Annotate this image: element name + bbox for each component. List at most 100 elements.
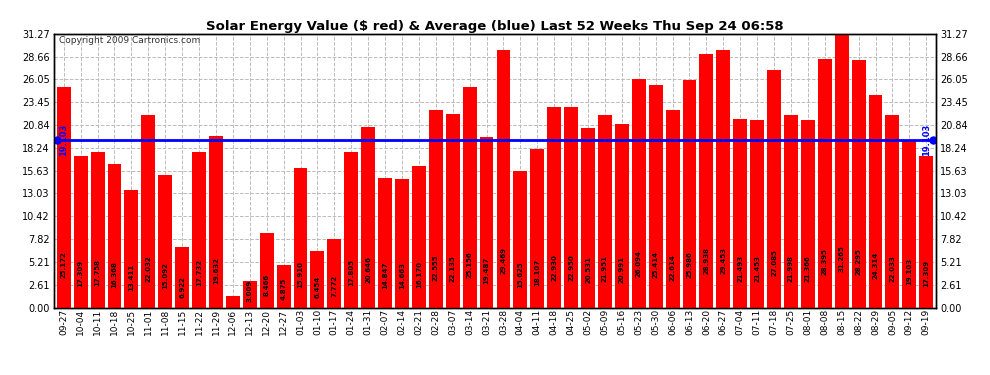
Text: 29.469: 29.469 [501, 247, 507, 274]
Bar [682, 80, 696, 308]
Bar [125, 190, 139, 308]
Bar [276, 265, 290, 308]
Bar [497, 50, 511, 308]
Title: Solar Energy Value ($ red) & Average (blue) Last 52 Weeks Thu Sep 24 06:58: Solar Energy Value ($ red) & Average (bl… [206, 20, 784, 33]
Bar [209, 136, 223, 308]
Text: 27.085: 27.085 [771, 249, 777, 276]
Bar [885, 115, 899, 308]
Text: 14.663: 14.663 [399, 262, 405, 290]
Text: 19.103: 19.103 [922, 124, 932, 156]
Text: 20.531: 20.531 [585, 256, 591, 283]
Text: 25.414: 25.414 [652, 251, 658, 278]
Text: 19.103: 19.103 [906, 258, 913, 285]
Bar [665, 110, 679, 308]
Bar [801, 120, 815, 308]
Bar [395, 179, 409, 308]
Text: 17.309: 17.309 [924, 260, 930, 287]
Text: 25.986: 25.986 [686, 251, 692, 278]
Bar [429, 110, 443, 308]
Bar [920, 156, 934, 308]
Text: 28.938: 28.938 [704, 248, 710, 274]
Text: 22.135: 22.135 [449, 255, 455, 282]
Bar [56, 87, 70, 308]
Bar [259, 233, 273, 308]
Text: 4.875: 4.875 [280, 278, 286, 300]
Bar [784, 115, 798, 308]
Text: 25.172: 25.172 [60, 252, 66, 278]
Bar [581, 128, 595, 308]
Bar [514, 171, 528, 308]
Bar [700, 54, 714, 307]
Bar [750, 120, 764, 308]
Bar [158, 176, 172, 308]
Text: 26.094: 26.094 [636, 251, 642, 278]
Text: 19.487: 19.487 [483, 257, 489, 284]
Bar [446, 114, 459, 308]
Text: 22.614: 22.614 [669, 254, 675, 281]
Text: 21.951: 21.951 [602, 255, 608, 282]
Text: 15.910: 15.910 [298, 261, 304, 288]
Text: 16.368: 16.368 [112, 261, 118, 288]
Bar [868, 94, 882, 308]
Text: 15.092: 15.092 [162, 262, 168, 289]
Text: 17.805: 17.805 [348, 259, 354, 286]
Text: 17.732: 17.732 [196, 259, 202, 286]
Bar [818, 59, 832, 308]
Bar [361, 127, 375, 308]
Bar [345, 152, 358, 308]
Text: 7.772: 7.772 [332, 274, 338, 297]
Bar [564, 106, 578, 308]
Bar [311, 251, 325, 308]
Text: 22.950: 22.950 [568, 254, 574, 281]
Text: 25.156: 25.156 [466, 252, 472, 279]
Bar [851, 60, 865, 308]
Text: 13.411: 13.411 [129, 264, 135, 291]
Bar [547, 107, 561, 307]
Bar [648, 85, 662, 308]
Bar [142, 115, 155, 308]
Text: 6.922: 6.922 [179, 276, 185, 298]
Bar [328, 240, 342, 308]
Text: 16.170: 16.170 [416, 261, 422, 288]
Bar [175, 247, 189, 308]
Bar [73, 156, 87, 308]
Bar [412, 166, 426, 308]
Text: 22.033: 22.033 [889, 255, 895, 282]
Text: 17.309: 17.309 [77, 260, 84, 287]
Bar [243, 281, 256, 308]
Text: 15.625: 15.625 [518, 262, 524, 288]
Bar [378, 177, 392, 308]
Bar [734, 119, 747, 308]
Text: 21.453: 21.453 [754, 255, 760, 282]
Text: Copyright 2009 Cartronics.com: Copyright 2009 Cartronics.com [58, 36, 200, 45]
Bar [91, 152, 105, 308]
Bar [903, 140, 917, 308]
Bar [108, 164, 122, 308]
Bar [479, 137, 493, 308]
Text: 22.930: 22.930 [551, 254, 557, 281]
Text: 22.032: 22.032 [146, 255, 151, 282]
Text: 18.107: 18.107 [535, 259, 541, 286]
Text: 21.493: 21.493 [738, 255, 743, 282]
Text: 24.314: 24.314 [872, 252, 878, 279]
Text: 20.646: 20.646 [365, 256, 371, 283]
Bar [531, 149, 544, 308]
Bar [226, 296, 240, 307]
Bar [632, 79, 645, 308]
Text: 31.265: 31.265 [839, 245, 844, 272]
Text: 28.395: 28.395 [822, 248, 828, 275]
Bar [462, 87, 476, 308]
Text: 3.009: 3.009 [247, 279, 252, 302]
Bar [192, 152, 206, 308]
Bar [615, 124, 629, 308]
Text: 21.366: 21.366 [805, 256, 811, 282]
Bar [767, 70, 781, 308]
Bar [294, 168, 308, 308]
Bar [717, 50, 731, 308]
Text: 28.295: 28.295 [855, 248, 861, 275]
Text: 20.991: 20.991 [619, 256, 625, 283]
Text: 21.998: 21.998 [788, 255, 794, 282]
Bar [835, 34, 848, 308]
Text: 19.103: 19.103 [58, 124, 68, 156]
Text: 29.453: 29.453 [721, 247, 727, 274]
